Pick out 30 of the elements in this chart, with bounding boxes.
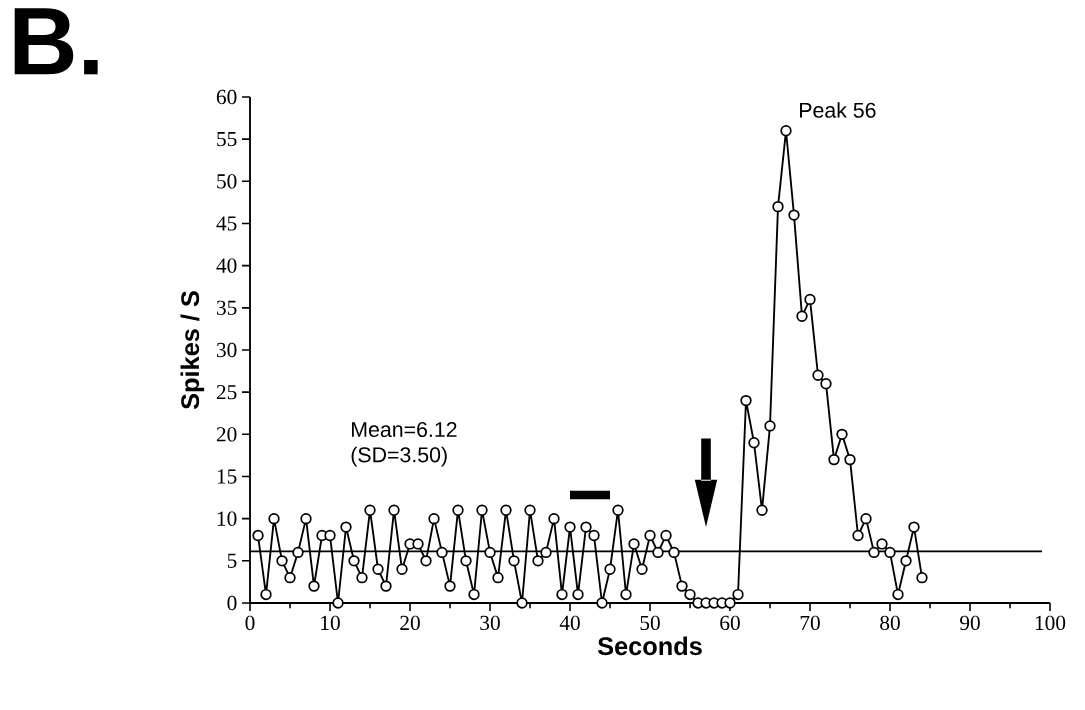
y-tick-label: 60 xyxy=(216,89,237,105)
chart-title: B. xyxy=(14,8,98,75)
annotation: Peak 56 xyxy=(800,102,876,118)
y-tick-label: 35 xyxy=(216,300,237,315)
x-tick-label: 70 xyxy=(800,615,820,631)
annotation: (SD=3.50) xyxy=(351,446,447,467)
x-tick-label: 50 xyxy=(640,615,660,631)
y-tick-label: 55 xyxy=(217,132,237,147)
y-axis-title: Spikes / S xyxy=(180,291,205,410)
x-tick-label: 80 xyxy=(880,615,900,631)
y-tick-label: 30 xyxy=(216,342,237,358)
x-axis-title: Seconds xyxy=(597,636,702,656)
y-tick-label: 25 xyxy=(216,385,237,400)
x-tick-label: 20 xyxy=(400,615,420,631)
y-tick-label: 0 xyxy=(227,595,237,611)
y-tick-label: 5 xyxy=(227,553,237,568)
x-tick-label: 30 xyxy=(480,615,500,631)
y-tick-label: 10 xyxy=(217,511,237,526)
x-tick-label: 90 xyxy=(960,615,980,631)
x-tick-label: 0 xyxy=(245,615,255,631)
y-tick-label: 45 xyxy=(216,216,237,231)
y-tick-label: 40 xyxy=(216,258,237,273)
x-tick-label: 60 xyxy=(720,615,740,631)
x-tick-label: 100 xyxy=(1035,615,1066,631)
annotation: Mean=6.12 xyxy=(352,421,457,438)
x-tick-label: 10 xyxy=(321,615,340,631)
y-tick-label: 20 xyxy=(216,427,237,442)
y-tick-label: 50 xyxy=(217,174,237,189)
x-tick-label: 40 xyxy=(559,615,580,631)
y-tick-label: 15 xyxy=(217,469,237,484)
